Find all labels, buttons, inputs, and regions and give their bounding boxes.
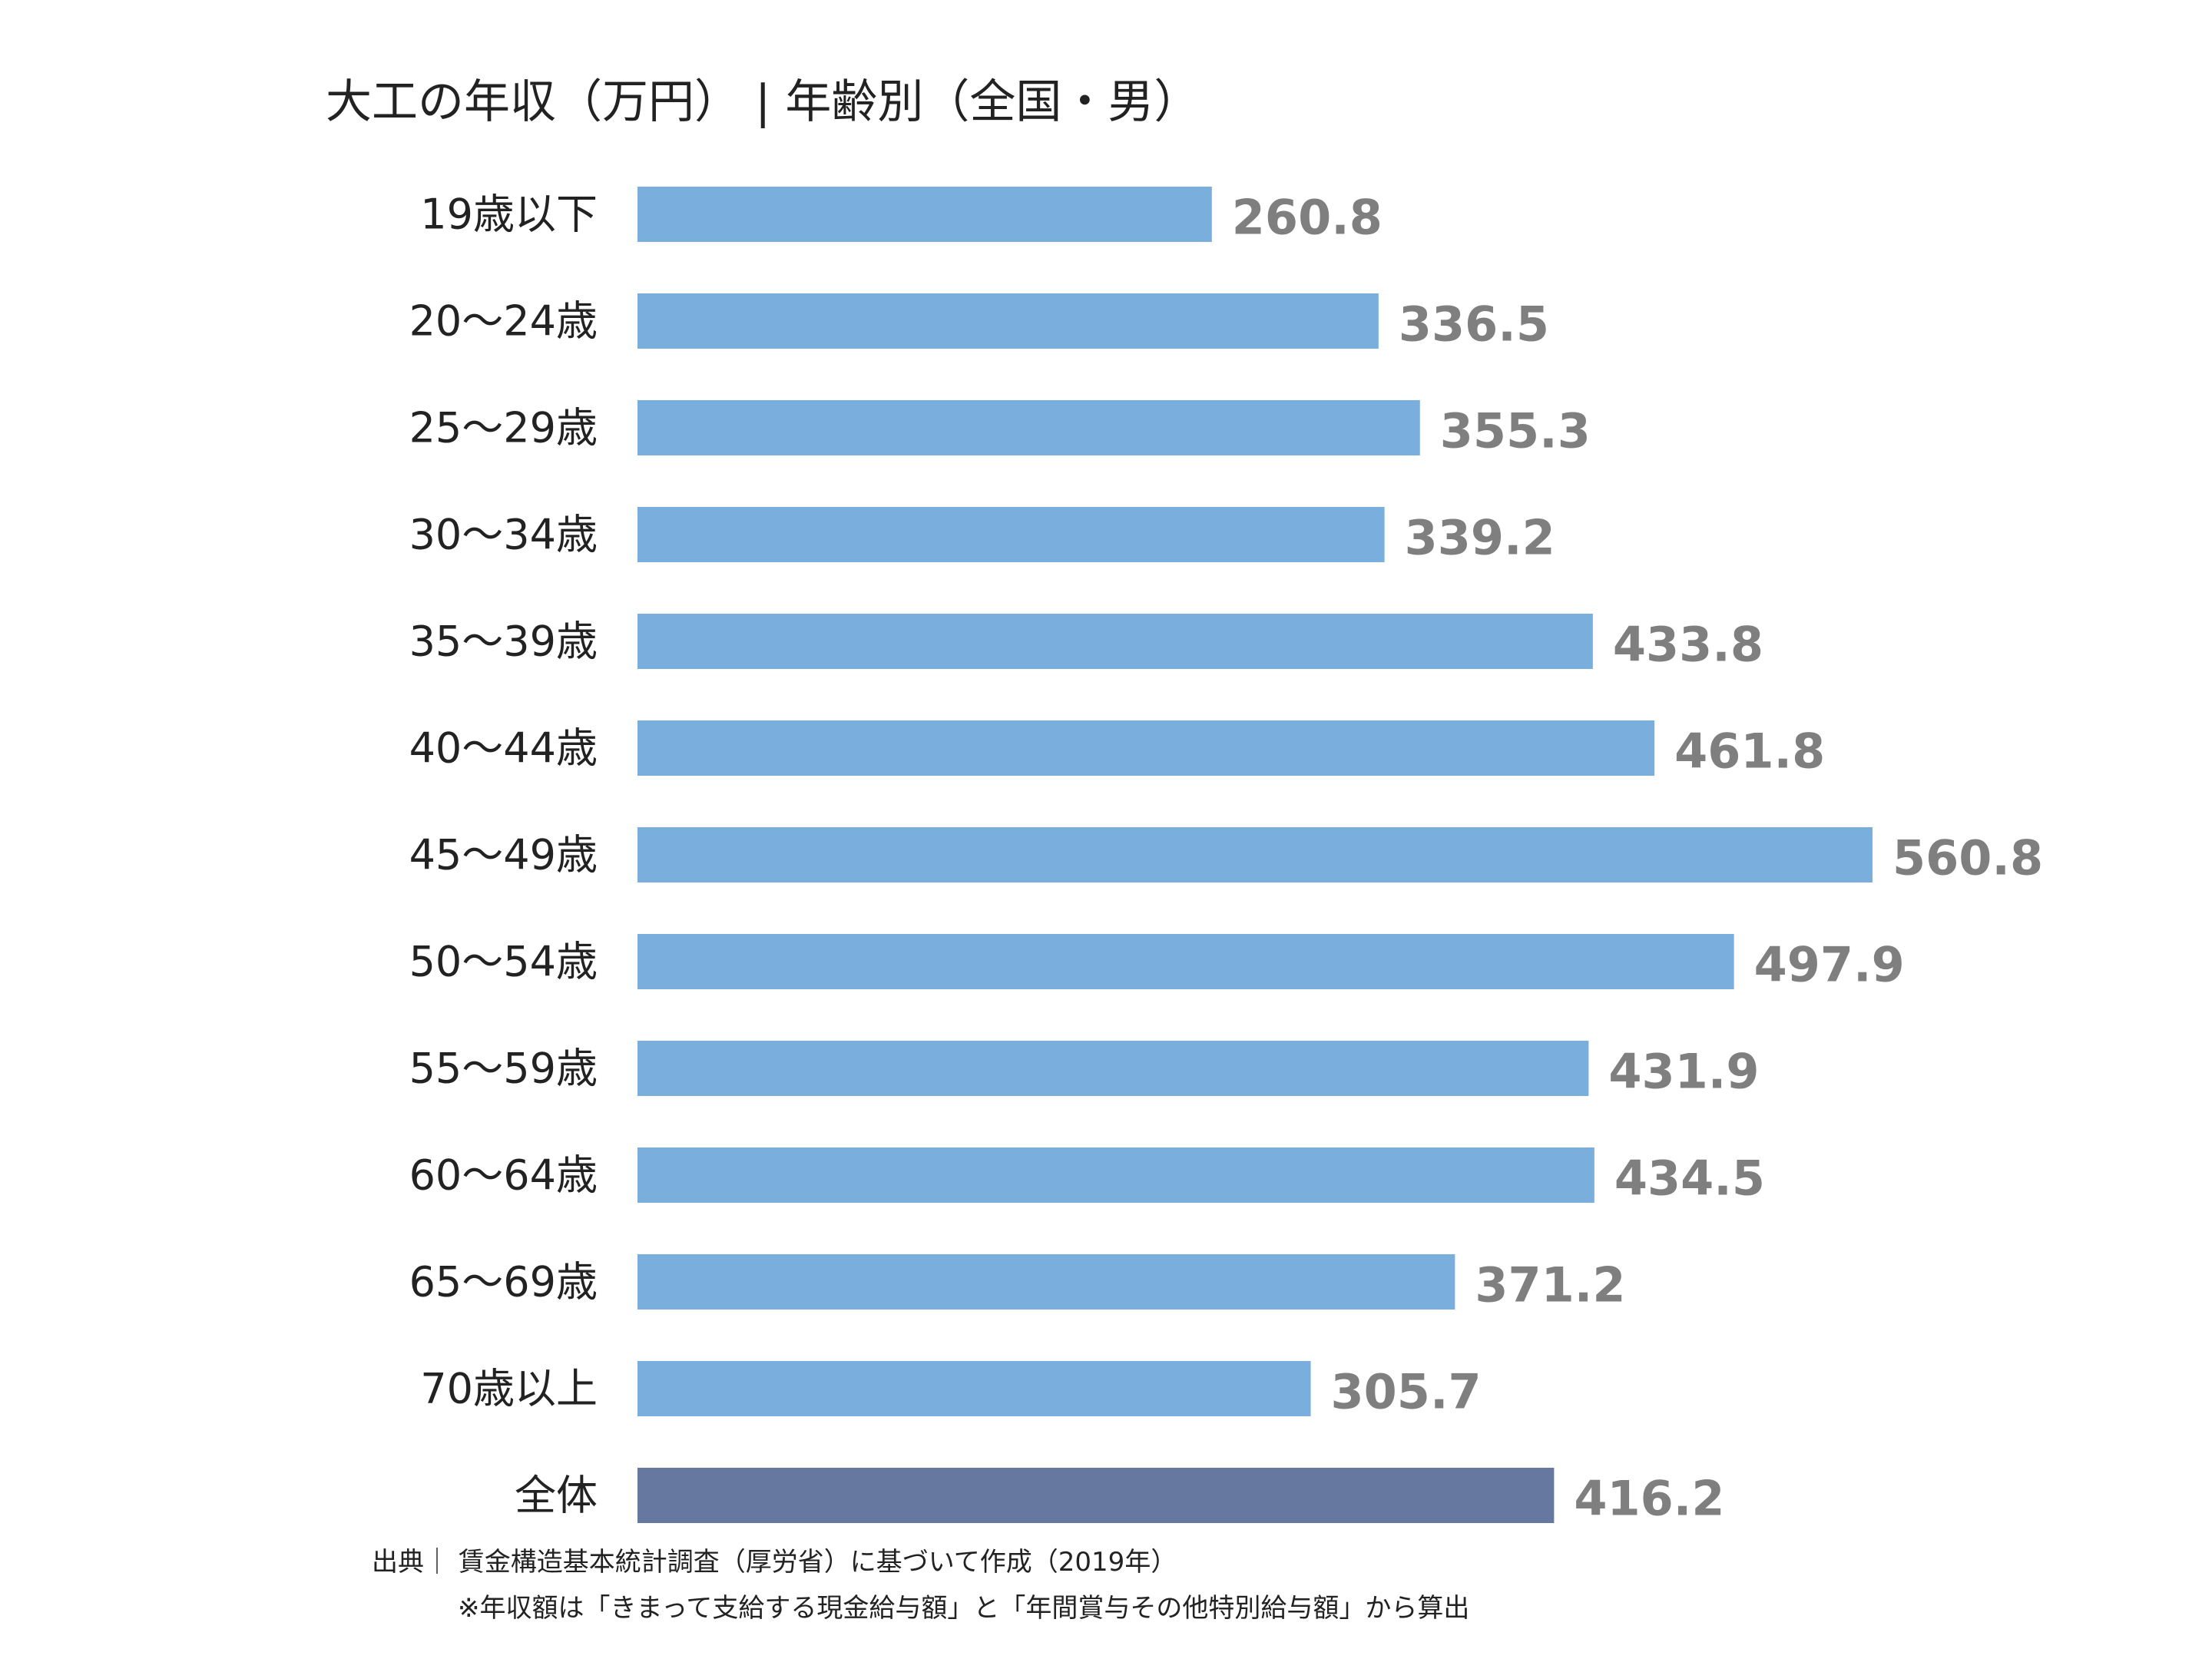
category-label: 全体: [515, 1472, 598, 1520]
bar: [637, 400, 1420, 455]
bar: [637, 507, 1385, 562]
calculation-note: ※年収額は「きまって支給する現金給与額」と「年間賞与その他特別給与額」から算出: [458, 1593, 1470, 1624]
value-label: 371.2: [1475, 1257, 1625, 1313]
value-label: 560.8: [1892, 830, 2043, 886]
bar: [637, 293, 1379, 349]
bar: [637, 187, 1212, 242]
value-label: 461.8: [1674, 724, 1825, 780]
value-label: 336.5: [1399, 296, 1549, 353]
value-label: 339.2: [1405, 510, 1555, 566]
bar: [637, 1147, 1594, 1203]
category-label: 20〜24歳: [409, 297, 598, 346]
category-label: 30〜34歳: [409, 511, 598, 559]
value-label: 416.2: [1574, 1471, 1724, 1527]
bar-total: [637, 1468, 1555, 1523]
category-label: 19歳以下: [420, 190, 598, 239]
value-label: 305.7: [1331, 1364, 1482, 1420]
chart-title: 大工の年収（万円） | 年齢別（全国・男）: [326, 75, 1200, 129]
bar: [637, 1041, 1589, 1096]
bar: [637, 827, 1873, 882]
category-label: 60〜64歳: [409, 1151, 598, 1200]
value-label: 260.8: [1232, 190, 1382, 246]
value-label: 433.8: [1613, 617, 1763, 673]
category-label: 55〜59歳: [409, 1045, 598, 1093]
category-label: 65〜69歳: [409, 1258, 598, 1306]
category-label: 40〜44歳: [409, 724, 598, 773]
bar: [637, 614, 1593, 669]
value-label: 431.9: [1608, 1044, 1759, 1100]
bar: [637, 1254, 1455, 1310]
bar: [637, 934, 1734, 989]
value-label: 497.9: [1754, 937, 1905, 993]
bar: [637, 1361, 1311, 1416]
category-label: 45〜49歳: [409, 831, 598, 879]
category-label: 50〜54歳: [409, 938, 598, 986]
source-note: 出典｜ 賃金構造基本統計調査（厚労省）に基づいて作成（2019年）: [372, 1547, 1177, 1578]
category-label: 70歳以上: [420, 1365, 598, 1413]
category-label: 35〜39歳: [409, 618, 598, 666]
bar: [637, 720, 1655, 776]
category-label: 25〜29歳: [409, 404, 598, 452]
value-label: 434.5: [1614, 1151, 1765, 1207]
value-label: 355.3: [1440, 403, 1591, 459]
